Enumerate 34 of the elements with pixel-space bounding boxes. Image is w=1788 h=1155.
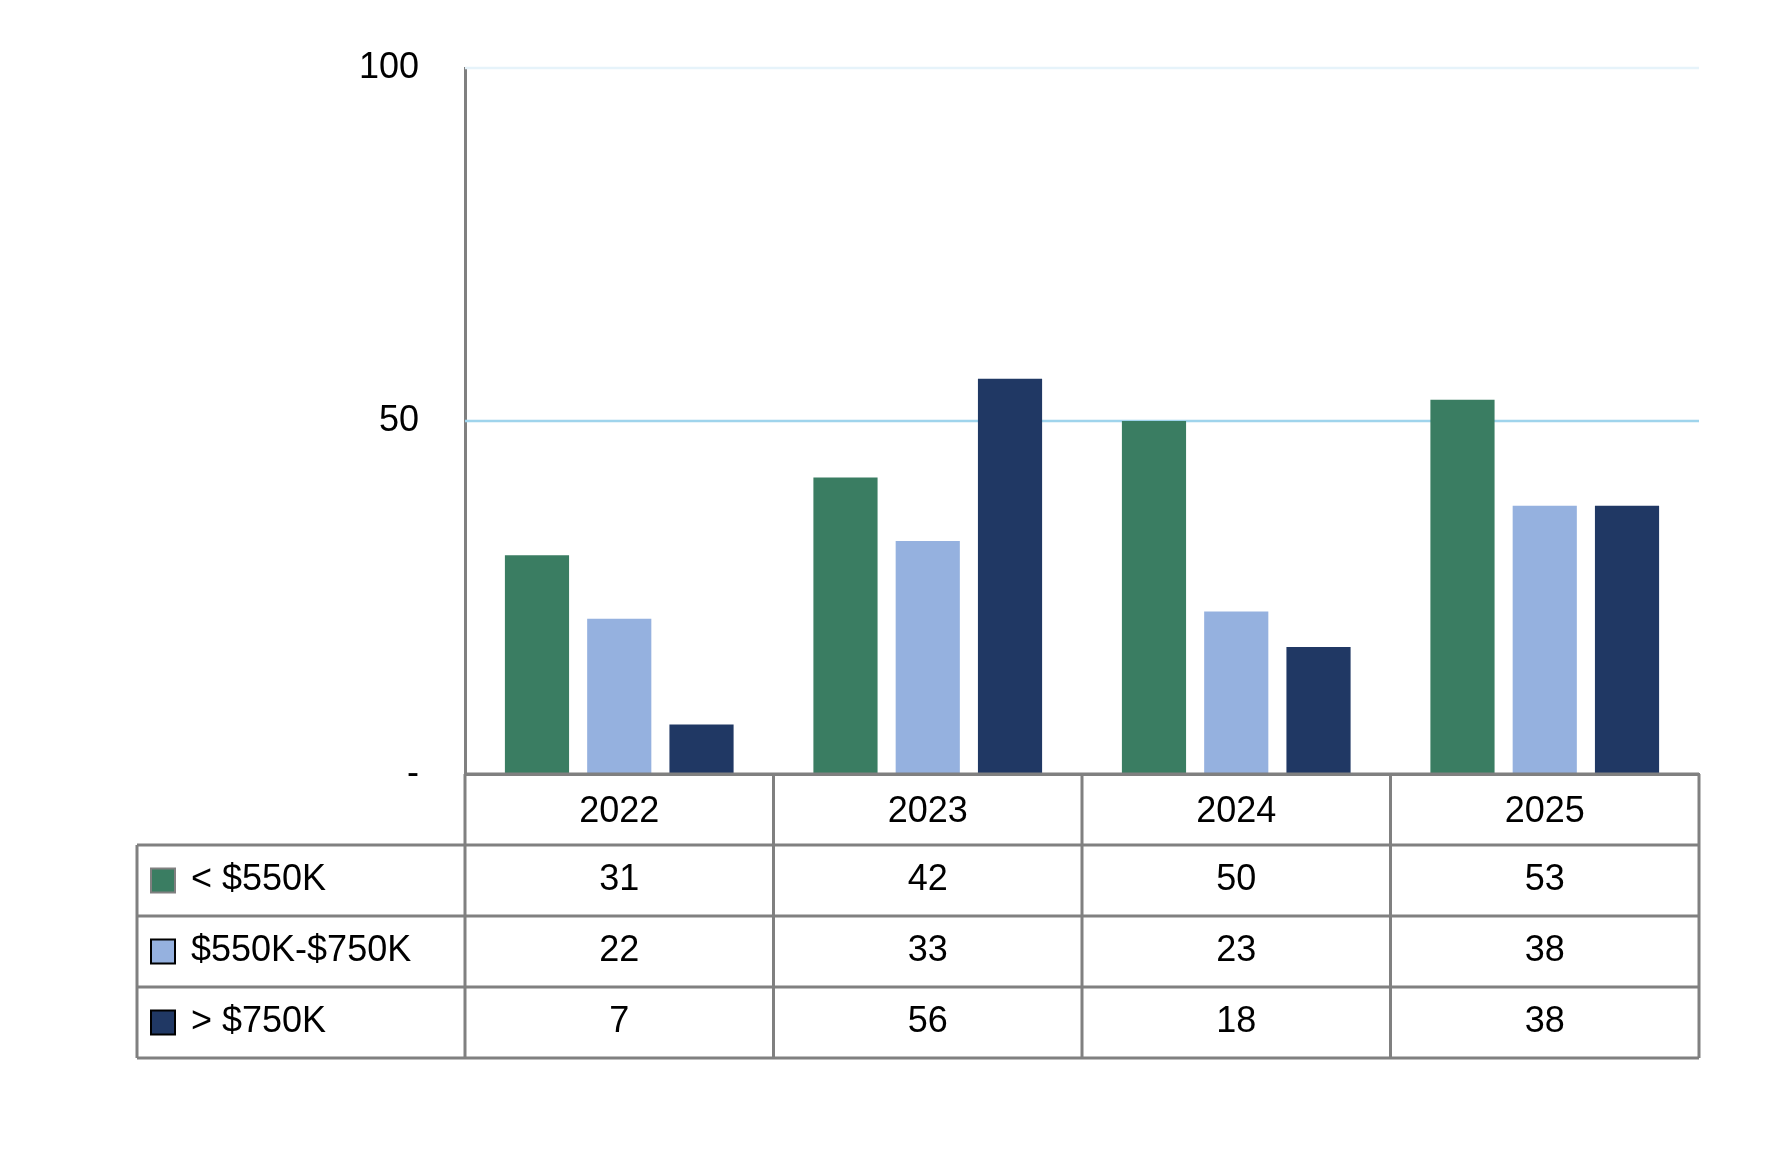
data-label: 33 bbox=[907, 928, 948, 970]
bar bbox=[1594, 505, 1660, 774]
data-label: 56 bbox=[907, 999, 948, 1041]
data-label: 23 bbox=[1216, 928, 1257, 970]
bar bbox=[504, 555, 570, 774]
data-label: 50 bbox=[1216, 857, 1257, 899]
bar bbox=[1512, 505, 1577, 774]
data-label: 31 bbox=[599, 857, 640, 899]
bar bbox=[977, 378, 1043, 774]
legend-label: > $750K bbox=[191, 999, 327, 1041]
y-tick-label: 50 bbox=[378, 397, 419, 439]
x-tick-label: 2025 bbox=[1504, 788, 1585, 830]
legend-label: $550K-$750K bbox=[191, 928, 412, 970]
x-tick-label: 2022 bbox=[579, 788, 660, 830]
bar bbox=[669, 724, 734, 774]
bar bbox=[1204, 611, 1269, 774]
legend-label: < $550K bbox=[191, 857, 327, 899]
bar bbox=[1286, 646, 1351, 774]
bar bbox=[587, 618, 652, 774]
data-label: 53 bbox=[1524, 857, 1565, 899]
y-tick-label: - bbox=[407, 750, 419, 792]
bar bbox=[813, 477, 878, 774]
bar bbox=[1121, 421, 1187, 774]
data-label: 42 bbox=[907, 857, 948, 899]
data-label: 7 bbox=[609, 999, 630, 1041]
x-tick-label: 2023 bbox=[887, 788, 968, 830]
data-label: 38 bbox=[1524, 928, 1565, 970]
data-label: 18 bbox=[1216, 999, 1257, 1041]
x-tick-label: 2024 bbox=[1196, 788, 1277, 830]
bar bbox=[1430, 399, 1495, 774]
data-label: 38 bbox=[1524, 999, 1565, 1041]
bar bbox=[895, 541, 960, 774]
data-label: 22 bbox=[599, 928, 640, 970]
y-tick-label: 100 bbox=[358, 44, 419, 86]
